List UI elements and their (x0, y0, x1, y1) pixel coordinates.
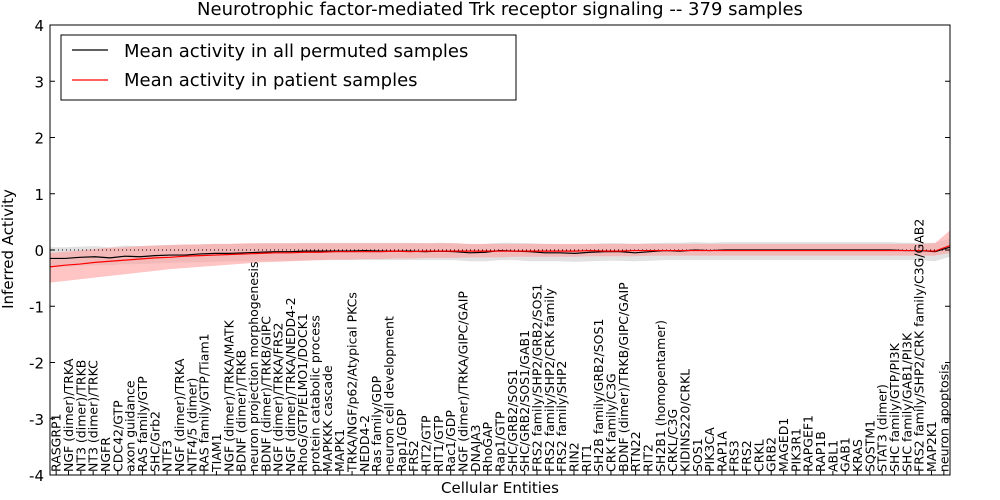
x-tick-label: Rap1/GTP (493, 411, 508, 472)
legend: Mean activity in all permuted samples Me… (60, 34, 517, 101)
x-tick-label: RAP1B (813, 431, 828, 472)
chart-title: Neurotrophic factor-mediated Trk recepto… (197, 0, 803, 20)
x-tick-label: NEDD4-2 (357, 415, 372, 472)
x-tick-label: RAPGEF1 (801, 415, 816, 472)
y-tick-label: 1 (34, 186, 44, 204)
x-tick-label: DNAJA3 (468, 425, 483, 473)
x-tick-label: BDNF (dimer)/TRKB (234, 350, 249, 472)
x-tick-label: KRAS (850, 439, 865, 472)
band-patient (50, 230, 950, 283)
x-tick-label: PIK3R1 (788, 428, 803, 472)
series-lines (49, 244, 951, 268)
x-tick-label: FRS3 (727, 440, 742, 472)
x-tick-label: FRS2 family/SHP2/CRK family (542, 288, 557, 472)
x-tick-label: RhoGAP (480, 422, 495, 472)
legend-label-patient: Mean activity in patient samples (124, 70, 418, 91)
x-axis-label: Cellular Entities (441, 479, 559, 497)
x-tick-label: RIT1/GTP (431, 415, 446, 472)
x-tick-label: RIT2 (640, 444, 655, 472)
plot-frame (49, 24, 951, 476)
y-tick-label: 4 (34, 17, 44, 35)
x-tick-label: SHC/GRB2/SOS1 (505, 369, 520, 472)
x-tick-label: SQSTM1 (862, 420, 877, 472)
x-tick-label: PIK3CA (702, 427, 717, 472)
x-tick-label: NTF4/5 (dimer) (184, 378, 199, 472)
x-tick-label: SH2B1 (homopentamer) (653, 320, 668, 472)
x-tick-label: NGF (dimer)/TRKA (61, 358, 76, 472)
x-tick-label: GRB2 (764, 437, 779, 472)
x-tick-label: RIN2 (566, 442, 581, 472)
x-tick-label: RIT1 (579, 444, 594, 472)
x-tick-label: RIT2/GTP (419, 415, 434, 472)
x-tick-label: MAP2K1 (924, 421, 939, 472)
x-tick-label: MAGED1 (776, 418, 791, 472)
x-tick-label: FRS2 (406, 440, 421, 472)
x-tick-label: CDC42/GTP (110, 400, 125, 472)
x-tick-label: SHC/Grb2 (147, 411, 162, 472)
x-tick-label: FRS2 family/SHP2/CRK family/C3G/GAB2 (912, 219, 927, 472)
x-tick-label: TIAM1 (209, 433, 224, 473)
y-tick-label: -2 (29, 355, 44, 373)
series-line-patient (49, 244, 951, 268)
x-tick-label: FRS2 (739, 440, 754, 472)
x-tick-label: Rac1/GDP (443, 410, 458, 472)
x-tick-label: BDNF (dimer)/TRKB/GIPC (258, 316, 273, 472)
y-tick-label: 0 (34, 242, 44, 260)
x-tick-label: NGF (dimer)/TRKA (172, 358, 187, 472)
x-tick-label: NGF (dimer)/TRKA/GIPC/GAIP (456, 291, 471, 472)
x-tick-label: RAS family/GTP (135, 376, 150, 472)
x-tick-label: MAPKKK cascade (320, 365, 335, 472)
x-tick-label: axon guidance (123, 380, 138, 472)
y-tick-label: -1 (29, 298, 44, 316)
x-tick-label: MAPK1 (332, 429, 347, 472)
x-tick-label: RASGRP1 (49, 413, 64, 472)
legend-label-permuted: Mean activity in all permuted samples (124, 41, 468, 62)
x-tick-label: RAP1A (714, 431, 729, 472)
x-tick-label: neuron apoptosis (936, 364, 951, 472)
x-tick-label: NGF (dimer)/TRKA/NEDD4-2 (283, 297, 298, 472)
x-tick-label: SHC family/GAB1/PI3K (899, 332, 914, 472)
x-tick-label: NTF3 (160, 440, 175, 472)
x-tick-label: RTN22 (628, 431, 643, 472)
y-tick-label: -4 (29, 467, 44, 485)
x-tick-label: BDNF (dimer)/TRKB/GIPC/GAIP (616, 282, 631, 472)
y-tick-label: 3 (34, 73, 44, 91)
x-tick-label: Rap1/GDP (394, 409, 409, 472)
x-tick-label: STAT3 (dimer) (875, 384, 890, 472)
x-tick-label: SHC family/GTP/PI3K (887, 342, 902, 472)
x-tick-label: CRKL (751, 439, 766, 472)
x-axis-ticks (55, 471, 945, 475)
x-tick-label: NGF (dimer)/TRKA/FRS2 (271, 323, 286, 472)
x-tick-label: neuron cell development (382, 316, 397, 472)
x-tick-label: NT3 (dimer)/TRKC (86, 360, 101, 472)
y-axis-ticks: -4 -3 -2 -1 0 1 2 3 4 (29, 17, 950, 485)
x-tick-label: RhoG/GTP/ELMO1/DOCK1 (295, 313, 310, 472)
x-tick-label: CRKL/C3G (665, 409, 680, 472)
x-tick-label: GAB1 (838, 437, 853, 472)
y-tick-label: 2 (34, 130, 44, 148)
x-tick-label: SOS1 (690, 438, 705, 472)
y-axis-label: Inferred Activity (0, 189, 17, 309)
x-tick-label: FRS2 family/SHP2/GRB2/SOS1 (529, 284, 544, 472)
legend-box (60, 34, 517, 101)
x-tick-label: ABL1 (825, 440, 840, 472)
y-tick-label: -3 (29, 411, 44, 429)
x-tick-label: Ras family/GDP (369, 375, 384, 472)
x-tick-label: CRK family/C3G (603, 373, 618, 472)
x-tick-label: FRS2 family/SHP2 (554, 361, 569, 472)
x-tick-label: NT3 (dimer)/TRKB (73, 360, 88, 472)
x-tick-label: RAS family/GTP/Tiam1 (197, 333, 212, 472)
x-tick-label: neuron projection morphogenesis (246, 261, 261, 472)
x-tick-label: SH2B family/GRB2/SOS1 (591, 319, 606, 472)
x-tick-label: SHC/GRB2/SOS1/GAB1 (517, 330, 532, 472)
x-tick-label: NGF (dimer)/TRKA/MATK (221, 319, 236, 472)
x-tick-label: KIDINS220/CRKL (677, 369, 692, 472)
x-tick-label: protein catabolic process (308, 315, 323, 472)
x-tick-label: NGFR (98, 437, 113, 472)
x-tick-label: TRKA/NGF/p62/Atypical PKCs (345, 292, 360, 473)
confidence-bands (50, 230, 950, 283)
